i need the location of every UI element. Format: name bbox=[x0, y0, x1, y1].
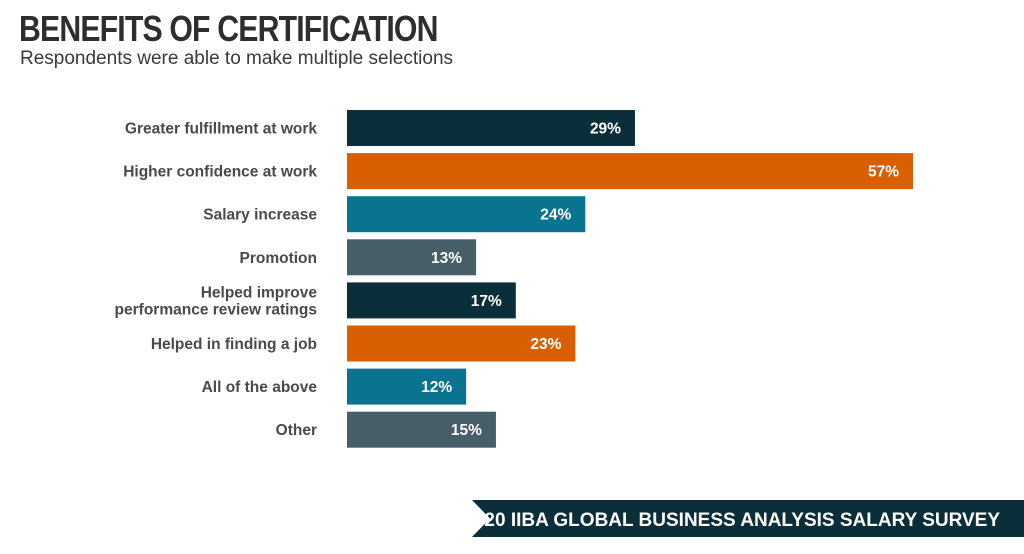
value-label: 15% bbox=[451, 422, 482, 439]
category-label: Greater fulfillment at work bbox=[125, 121, 317, 138]
bar bbox=[347, 153, 914, 190]
category-label: Promotion bbox=[240, 250, 318, 267]
bar bbox=[347, 196, 586, 233]
bars-group: 29% Greater fulfillment at work 57% Higher … bbox=[115, 110, 914, 448]
value-label: 12% bbox=[421, 379, 452, 396]
value-label: 24% bbox=[540, 207, 571, 224]
footer-banner: 2020 IIBA GLOBAL BUSINESS ANALYSIS SALAR… bbox=[463, 500, 1024, 537]
category-label: Other bbox=[276, 422, 317, 439]
bar bbox=[347, 282, 516, 319]
category-label: Helped improve bbox=[201, 284, 318, 301]
chart-subtitle: Respondents were able to make multiple s… bbox=[20, 48, 454, 69]
banner-ribbon bbox=[472, 500, 1024, 537]
value-label: 29% bbox=[590, 121, 621, 138]
banner-text: 2020 IIBA GLOBAL BUSINESS ANALYSIS SALAR… bbox=[463, 510, 1000, 531]
category-label: All of the above bbox=[202, 379, 318, 396]
value-label: 23% bbox=[530, 336, 561, 353]
value-label: 13% bbox=[431, 250, 462, 267]
bar bbox=[347, 368, 467, 405]
category-label: Salary increase bbox=[203, 207, 317, 224]
value-label: 17% bbox=[471, 293, 502, 310]
bar bbox=[347, 239, 477, 276]
bar bbox=[347, 411, 496, 448]
category-label: Helped in finding a job bbox=[151, 336, 317, 353]
bar bbox=[347, 325, 576, 362]
value-label: 57% bbox=[868, 164, 899, 181]
category-label: Higher confidence at work bbox=[123, 164, 317, 181]
chart-title: BENEFITS OF CERTIFICATION bbox=[19, 8, 438, 49]
bar bbox=[347, 110, 635, 146]
category-label: performance review ratings bbox=[115, 301, 317, 318]
